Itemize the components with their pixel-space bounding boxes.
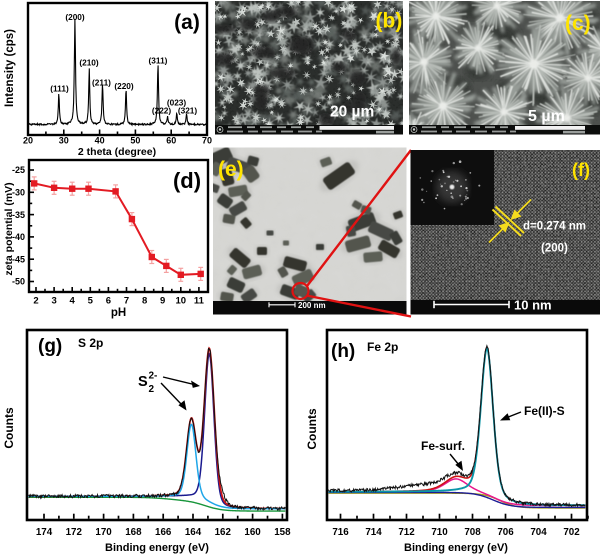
svg-text:166: 166 [155, 527, 172, 538]
svg-text:712: 712 [398, 527, 415, 538]
svg-text:(a): (a) [174, 11, 200, 34]
svg-text:704: 704 [530, 527, 547, 538]
svg-text:(g): (g) [38, 336, 62, 357]
svg-text:5 µm: 5 µm [528, 108, 565, 125]
svg-text:(023): (023) [167, 98, 187, 108]
svg-text:pH: pH [111, 307, 126, 319]
svg-text:(d): (d) [173, 168, 201, 193]
svg-text:(311): (311) [149, 56, 168, 66]
svg-text:S 2p: S 2p [78, 336, 103, 350]
svg-text:Fe-surf.: Fe-surf. [421, 439, 465, 453]
svg-text:11: 11 [194, 296, 205, 307]
svg-text:Counts: Counts [2, 407, 16, 449]
svg-text:d=0.274 nm: d=0.274 nm [523, 221, 586, 233]
svg-text:(220): (220) [114, 81, 134, 91]
svg-text:200 nm: 200 nm [298, 301, 326, 310]
svg-text:-45: -45 [12, 254, 25, 264]
svg-text:160: 160 [244, 527, 261, 538]
svg-text:162: 162 [215, 527, 232, 538]
svg-text:50: 50 [130, 136, 140, 146]
svg-text:172: 172 [66, 527, 83, 538]
svg-text:706: 706 [497, 527, 514, 538]
svg-text:10: 10 [176, 296, 187, 307]
svg-text:Binding energy (eV): Binding energy (eV) [105, 542, 209, 554]
svg-text:7: 7 [124, 296, 129, 307]
svg-text:-30: -30 [12, 188, 25, 198]
svg-text:-50: -50 [12, 277, 25, 287]
svg-text:(h): (h) [331, 341, 355, 362]
svg-text:4: 4 [70, 296, 76, 307]
svg-text:(e): (e) [218, 158, 244, 181]
svg-text:164: 164 [185, 527, 202, 538]
svg-text:20: 20 [23, 136, 33, 146]
svg-text:702: 702 [563, 527, 580, 538]
svg-text:zeta potential (mV): zeta potential (mV) [3, 182, 15, 275]
svg-text:710: 710 [431, 527, 448, 538]
svg-text:Fe 2p: Fe 2p [367, 340, 398, 354]
svg-text:9: 9 [160, 296, 165, 307]
svg-text:2 theta (degree): 2 theta (degree) [78, 146, 156, 158]
svg-text:(211): (211) [92, 78, 111, 88]
svg-text:(b): (b) [376, 10, 403, 33]
svg-text:Intensity (cps): Intensity (cps) [4, 29, 16, 107]
svg-text:(c): (c) [565, 12, 591, 35]
svg-text:170: 170 [95, 527, 112, 538]
svg-text:-25: -25 [12, 165, 25, 175]
svg-text:6: 6 [106, 296, 111, 307]
svg-text:168: 168 [125, 527, 142, 538]
svg-text:20 µm: 20 µm [330, 104, 374, 121]
svg-text:(200): (200) [541, 243, 568, 255]
svg-text:158: 158 [274, 527, 291, 538]
svg-text:(222): (222) [152, 106, 172, 116]
svg-text:-35: -35 [12, 210, 25, 220]
svg-text:(321): (321) [178, 106, 198, 116]
svg-text:30: 30 [59, 136, 69, 146]
svg-text:10 nm: 10 nm [514, 298, 552, 313]
svg-text:8: 8 [142, 296, 147, 307]
svg-text:40: 40 [95, 136, 105, 146]
svg-text:3: 3 [51, 296, 56, 307]
svg-text:(210): (210) [79, 58, 99, 68]
svg-text:2: 2 [33, 296, 38, 307]
svg-text:2-: 2- [149, 371, 158, 382]
svg-text:(f): (f) [572, 160, 590, 180]
svg-text:Binding energy (eV): Binding energy (eV) [404, 542, 508, 554]
svg-text:174: 174 [36, 527, 53, 538]
svg-text:70: 70 [202, 136, 212, 146]
svg-text:2: 2 [149, 384, 155, 395]
svg-text:(111): (111) [50, 84, 69, 94]
svg-text:(200): (200) [65, 12, 85, 22]
svg-text:Fe(II)-S: Fe(II)-S [524, 404, 565, 418]
svg-text:708: 708 [464, 527, 481, 538]
svg-text:5: 5 [88, 296, 94, 307]
svg-text:-40: -40 [12, 232, 25, 242]
svg-text:Counts: Counts [305, 408, 319, 450]
svg-text:60: 60 [166, 136, 176, 146]
svg-text:714: 714 [365, 527, 382, 538]
svg-text:S: S [138, 374, 148, 390]
svg-text:716: 716 [332, 527, 349, 538]
